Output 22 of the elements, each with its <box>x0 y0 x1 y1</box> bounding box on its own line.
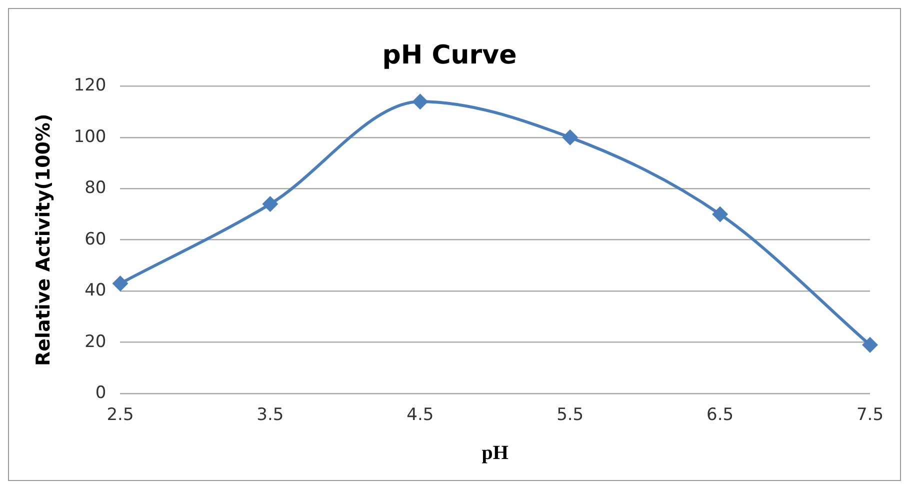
y-axis-title: Relative Activity(100%) <box>32 114 54 366</box>
point <box>862 336 878 353</box>
y-tick-label: 20 <box>84 332 106 352</box>
point <box>562 129 578 146</box>
x-axis-title: pH <box>482 442 509 464</box>
y-tick-label: 80 <box>84 178 106 198</box>
y-tick-label: 60 <box>84 229 106 250</box>
y-tick-label: 120 <box>74 76 106 96</box>
x-tick-label: 6.5 <box>706 405 734 426</box>
point <box>112 275 128 292</box>
point <box>412 94 428 110</box>
y-tick-label: 100 <box>74 126 106 147</box>
point <box>712 206 728 222</box>
x-tick-label: 2.5 <box>106 405 134 426</box>
chart-title: pH Curve <box>382 40 517 70</box>
x-tick-label: 4.5 <box>406 405 434 426</box>
point <box>262 196 278 212</box>
y-tick-label: 0 <box>95 383 106 404</box>
x-tick-label: 3.5 <box>256 405 284 426</box>
x-tick-label: 5.5 <box>556 405 584 426</box>
y-tick-label: 40 <box>84 280 106 301</box>
x-tick-label: 7.5 <box>856 405 884 426</box>
